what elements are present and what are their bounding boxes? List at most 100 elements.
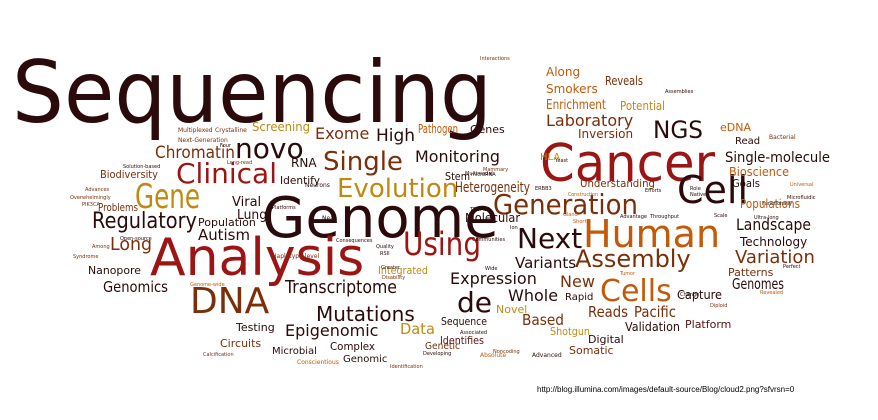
- cloud-word: Epigenomic: [285, 321, 378, 340]
- cloud-word: microRNA: [471, 172, 496, 178]
- cloud-word: Native: [690, 192, 706, 198]
- cloud-word: Shotgun: [550, 325, 590, 338]
- cloud-word: Short: [573, 219, 586, 225]
- cloud-word: RSII: [380, 251, 390, 257]
- cloud-word: Read: [735, 136, 760, 147]
- cloud-word: Diploid: [710, 303, 727, 309]
- cloud-word: Genomes: [732, 275, 784, 293]
- cloud-word: Genome-wide: [190, 282, 225, 288]
- cloud-word: Laboratory: [546, 111, 633, 130]
- cloud-word: Perfect: [783, 264, 801, 270]
- cloud-word: Gene: [135, 177, 200, 217]
- cloud-word: Disability: [382, 275, 405, 281]
- cloud-word: Landscape: [736, 215, 811, 234]
- cloud-word: Sequencing: [12, 43, 492, 143]
- cloud-word: Lung: [237, 208, 267, 223]
- cloud-word: Transcriptome: [284, 277, 397, 298]
- cloud-word: Assembly: [575, 245, 691, 273]
- cloud-word: Circuits: [220, 337, 261, 350]
- cloud-word: Regulatory: [92, 209, 197, 234]
- cloud-word: Stem: [445, 170, 470, 183]
- cloud-word: Long: [110, 234, 152, 255]
- cloud-word: Consequences: [336, 238, 373, 244]
- cloud-word: Expression: [450, 269, 537, 288]
- cloud-word: Multimodal: [465, 171, 493, 177]
- cloud-word: Complex: [330, 340, 375, 353]
- cloud-word: Advances: [85, 187, 110, 193]
- cloud-word: Human: [583, 212, 720, 256]
- cloud-word: Assemblies: [665, 89, 694, 95]
- cloud-word: Integrated: [378, 264, 428, 277]
- cloud-word: NGS: [653, 116, 703, 144]
- cloud-word: Identify: [280, 174, 320, 187]
- cloud-word: Molecular: [465, 211, 520, 225]
- cloud-word: Four: [220, 143, 232, 149]
- cloud-word: Role: [690, 186, 701, 192]
- cloud-word: Genomic: [343, 354, 387, 365]
- cloud-word: Data: [400, 320, 435, 338]
- cloud-word: Interactions: [480, 56, 510, 62]
- cloud-word: Genomics: [103, 278, 168, 296]
- cloud-word: Solution-based: [123, 164, 160, 170]
- cloud-word: Yeast: [554, 158, 568, 164]
- cloud-word: Reads: [588, 303, 628, 321]
- cloud-word: Wide: [485, 266, 497, 272]
- cloud-word: Heterogeneity: [455, 180, 530, 196]
- cloud-word: Next: [517, 222, 582, 255]
- cloud-word: Scale: [714, 213, 727, 219]
- cloud-word: Evolution: [337, 174, 458, 204]
- cloud-word: Validation: [625, 320, 680, 334]
- cloud-word: HLA: [540, 152, 560, 163]
- cloud-word: Variation: [735, 247, 815, 268]
- cloud-word: Inversion: [578, 127, 633, 141]
- cloud-word: Revealed: [760, 290, 783, 296]
- cloud-word: Among: [92, 244, 110, 250]
- image-source-url: http://blog.illumina.com/images/default-…: [537, 385, 795, 394]
- cloud-word: Cell: [677, 168, 748, 212]
- cloud-word: Genes: [470, 123, 505, 136]
- cloud-word: Patterns: [728, 266, 774, 279]
- cloud-word: Clinical: [176, 157, 277, 190]
- cloud-word: novo: [235, 132, 304, 165]
- cloud-word: Ion: [510, 225, 518, 231]
- cloud-word: Pathogen: [418, 122, 458, 136]
- cloud-word: Tumor: [619, 271, 636, 277]
- cloud-word: Advantage: [620, 214, 647, 220]
- cloud-word: Genome: [262, 186, 499, 251]
- cloud-word: RNA: [291, 156, 317, 170]
- cloud-word: Capture: [677, 288, 722, 302]
- cloud-word: Screening: [252, 120, 310, 134]
- cloud-word: Overwhelmingly: [70, 195, 111, 201]
- cloud-word: Throughput: [649, 214, 679, 220]
- cloud-word: Near: [322, 215, 337, 222]
- cloud-word: New: [560, 272, 595, 291]
- cloud-word: Exome: [315, 124, 369, 143]
- cloud-word: Bioscience: [729, 165, 789, 179]
- cloud-word: Nanopore: [88, 264, 141, 277]
- cloud-word: Next-Generation: [178, 137, 228, 144]
- cloud-word: Microfluidic: [787, 195, 816, 201]
- cloud-word: Communities: [472, 237, 505, 243]
- cloud-word: Along: [546, 65, 580, 79]
- cloud-word: Multiplexed: [178, 127, 213, 134]
- cloud-word: Bacterial: [769, 134, 796, 141]
- cloud-word: Universal: [790, 182, 813, 188]
- cloud-word: Single: [323, 147, 403, 177]
- cloud-word: Calcification: [203, 352, 234, 358]
- cloud-word: Analysis: [150, 228, 364, 288]
- cloud-word: Rapid: [565, 292, 593, 303]
- cloud-word: DNA: [190, 281, 270, 322]
- cloud-word: Digital: [588, 333, 624, 346]
- cloud-word: Cells: [600, 274, 672, 309]
- cloud-word: Quality: [376, 244, 394, 250]
- cloud-word: Sequence: [441, 315, 487, 328]
- cloud-word: Biodiversity: [100, 168, 158, 181]
- cloud-word: Single-molecule: [725, 150, 830, 166]
- cloud-word: Understanding: [580, 177, 655, 190]
- cloud-word: Chromatin: [155, 143, 235, 163]
- cloud-word: Smokers: [546, 82, 598, 96]
- cloud-word: Advanced: [532, 352, 562, 359]
- cloud-word: Generation: [493, 188, 638, 221]
- cloud-word: Identifies: [440, 334, 484, 347]
- cloud-word: Gland: [563, 212, 578, 218]
